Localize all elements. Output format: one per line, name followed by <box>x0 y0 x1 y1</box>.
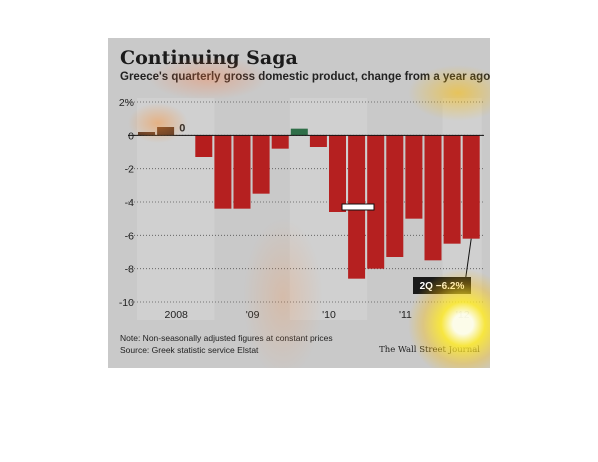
y-tick-label: -4 <box>125 197 134 209</box>
bar-2008-Q2 <box>157 127 175 136</box>
x-year-label: '09 <box>246 309 260 321</box>
y-tick-label: 0 <box>128 130 134 142</box>
footnote: Note: Non-seasonally adjusted figures at… <box>120 332 333 356</box>
y-tick-label: 2% <box>119 97 134 109</box>
bar-2010-Q1 <box>290 128 308 136</box>
bar-2011-Q3 <box>405 135 423 219</box>
bar-2012-Q2 <box>462 135 480 239</box>
x-year-label: '11 <box>399 309 412 321</box>
bar-2010-Q3 <box>329 135 346 212</box>
callout-last-value: 2Q −6.2% <box>420 281 465 292</box>
y-tick-label: -8 <box>125 264 134 276</box>
footnote-note: Note: Non-seasonally adjusted figures at… <box>120 333 333 343</box>
bar-2010-Q2 <box>309 135 327 147</box>
x-year-label: '10 <box>322 309 336 321</box>
bar-2009-Q4 <box>271 135 289 149</box>
bar-2011-Q4 <box>424 135 442 261</box>
bar-2008-Q4 <box>195 135 213 157</box>
footnote-source: Source: Greek statistic service Elstat <box>120 345 259 355</box>
bar-2009-Q2 <box>233 135 251 209</box>
bar-2009-Q1 <box>214 135 232 209</box>
y-tick-label: -2 <box>125 164 134 176</box>
chart-panel: Continuing Saga Greece's quarterly gross… <box>108 38 490 368</box>
x-year-label: '12 <box>456 309 470 321</box>
data-label-zero: 0 <box>179 122 185 134</box>
bar-chart: 2% 0 -2 -4 -6 -8 -10 0 2008 '09 '10 '11 '12 2Q −6.2% <box>119 97 484 321</box>
x-year-label: 2008 <box>165 309 189 321</box>
bar-2009-Q3 <box>252 135 270 194</box>
bar-2011-Q2 <box>386 135 404 257</box>
bar-2012-Q1 <box>443 135 461 244</box>
y-tick-label: -6 <box>125 230 134 242</box>
y-tick-label: -10 <box>119 297 134 309</box>
bar-2011-Q1 <box>367 135 385 269</box>
marker-box <box>341 203 375 211</box>
year-band-0 <box>137 98 215 320</box>
wsj-credit: The Wall Street Journal <box>379 345 480 355</box>
